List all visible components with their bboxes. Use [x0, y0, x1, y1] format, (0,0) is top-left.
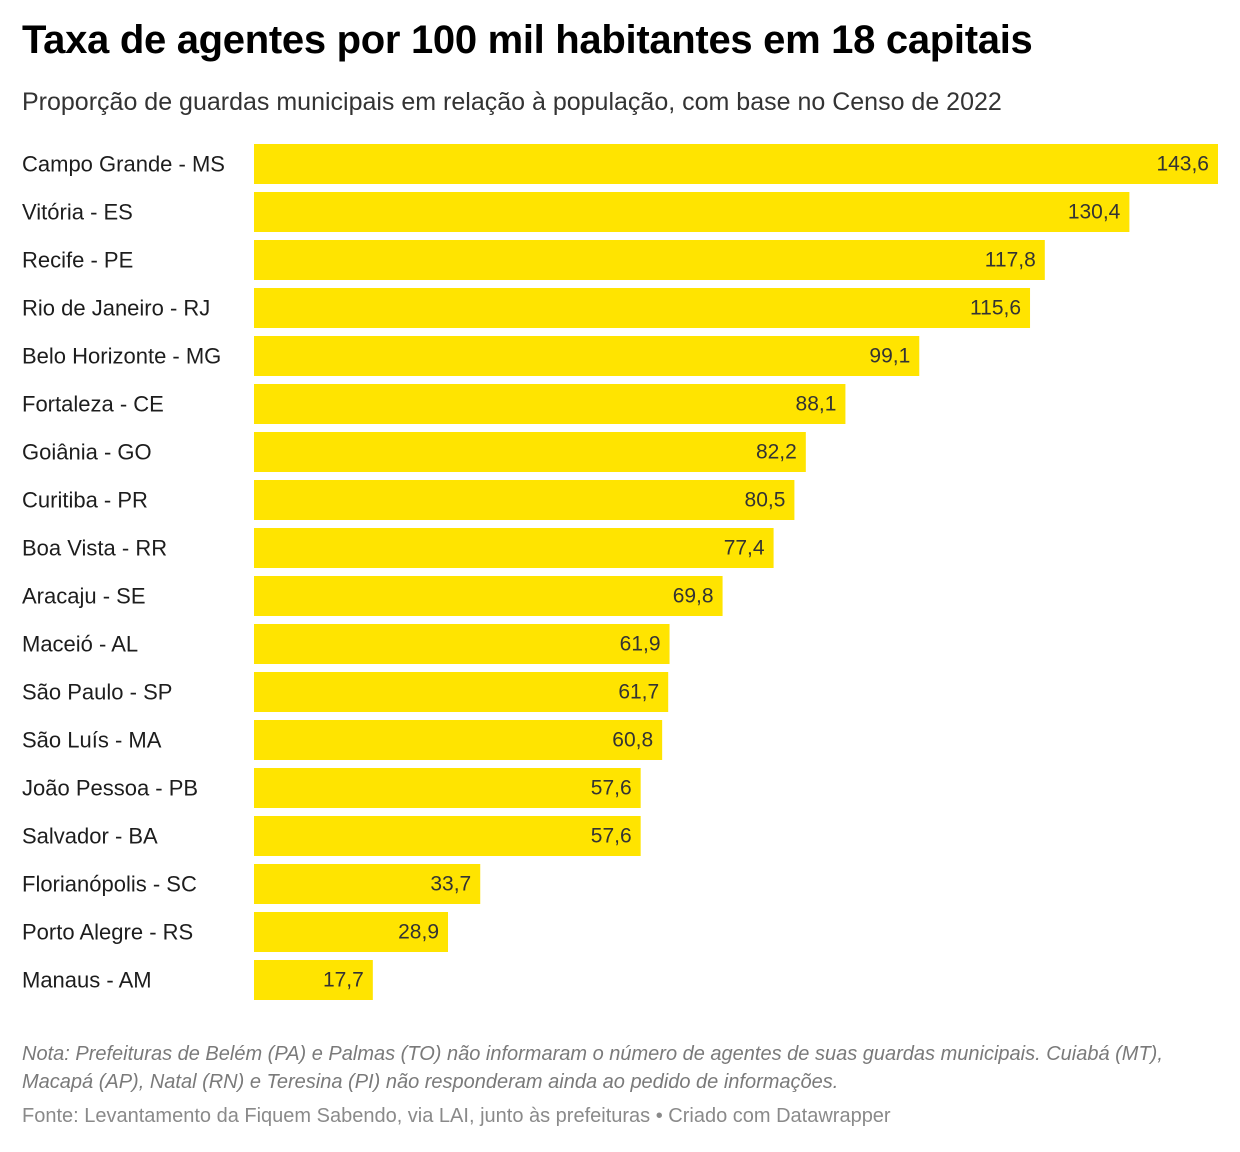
value-label: 82,2 — [756, 441, 797, 464]
chart-subtitle: Proporção de guardas municipais em relaç… — [22, 88, 1002, 116]
value-label: 33,7 — [430, 873, 471, 896]
value-label: 143,6 — [1156, 153, 1209, 176]
category-label: Belo Horizonte - MG — [22, 344, 221, 369]
bar — [254, 384, 846, 424]
value-label: 69,8 — [673, 585, 714, 608]
category-label: Manaus - AM — [22, 968, 152, 993]
bar — [254, 960, 373, 1000]
value-label: 57,6 — [591, 825, 632, 848]
bar — [254, 528, 774, 568]
bar — [254, 816, 641, 856]
category-label: Maceió - AL — [22, 632, 138, 657]
category-label: Curitiba - PR — [22, 488, 148, 513]
value-label: 28,9 — [398, 921, 439, 944]
value-label: 57,6 — [591, 777, 632, 800]
value-label: 88,1 — [796, 393, 837, 416]
category-label: Aracaju - SE — [22, 584, 146, 609]
bar — [254, 864, 481, 904]
category-label: São Paulo - SP — [22, 680, 172, 705]
bar — [254, 624, 670, 664]
bar — [254, 480, 795, 520]
value-label: 77,4 — [724, 537, 765, 560]
chart-title: Taxa de agentes por 100 mil habitantes e… — [22, 18, 1033, 62]
category-label: João Pessoa - PB — [22, 776, 198, 801]
bar — [254, 432, 806, 472]
bar — [254, 288, 1031, 328]
value-label: 117,8 — [985, 249, 1036, 272]
value-label: 61,9 — [620, 633, 661, 656]
chart-note: Nota: Prefeituras de Belém (PA) e Palmas… — [22, 1043, 1163, 1093]
category-label: Campo Grande - MS — [22, 152, 225, 177]
bar-chart: Campo Grande - MS 143,6 Vitória - ES 130,4 R… — [0, 142, 1240, 1004]
bar — [254, 144, 1218, 184]
value-label: 130,4 — [1068, 201, 1121, 224]
category-label: São Luís - MA — [22, 728, 162, 753]
chart-source: Fonte: Levantamento da Fiquem Sabendo, v… — [22, 1105, 891, 1127]
value-label: 99,1 — [869, 345, 910, 368]
bar — [254, 768, 641, 808]
value-label: 115,6 — [970, 297, 1021, 320]
bar — [254, 336, 920, 376]
category-label: Vitória - ES — [22, 200, 133, 225]
value-label: 80,5 — [745, 489, 786, 512]
bar — [254, 240, 1045, 280]
category-label: Rio de Janeiro - RJ — [22, 296, 210, 321]
category-label: Boa Vista - RR — [22, 536, 167, 561]
category-label: Fortaleza - CE — [22, 392, 164, 417]
category-label: Salvador - BA — [22, 824, 158, 849]
category-label: Florianópolis - SC — [22, 872, 197, 897]
bar — [254, 192, 1130, 232]
bar-chart-svg: Campo Grande - MS 143,6 Vitória - ES 130,4 R… — [22, 144, 1218, 1000]
bar — [254, 912, 449, 952]
bar — [254, 672, 669, 712]
value-label: 61,7 — [618, 681, 659, 704]
value-label: 17,7 — [323, 969, 364, 992]
category-label: Goiânia - GO — [22, 440, 152, 465]
value-label: 60,8 — [612, 729, 653, 752]
category-label: Recife - PE — [22, 248, 133, 273]
bar — [254, 576, 723, 616]
category-label: Porto Alegre - RS — [22, 920, 193, 945]
bar — [254, 720, 663, 760]
